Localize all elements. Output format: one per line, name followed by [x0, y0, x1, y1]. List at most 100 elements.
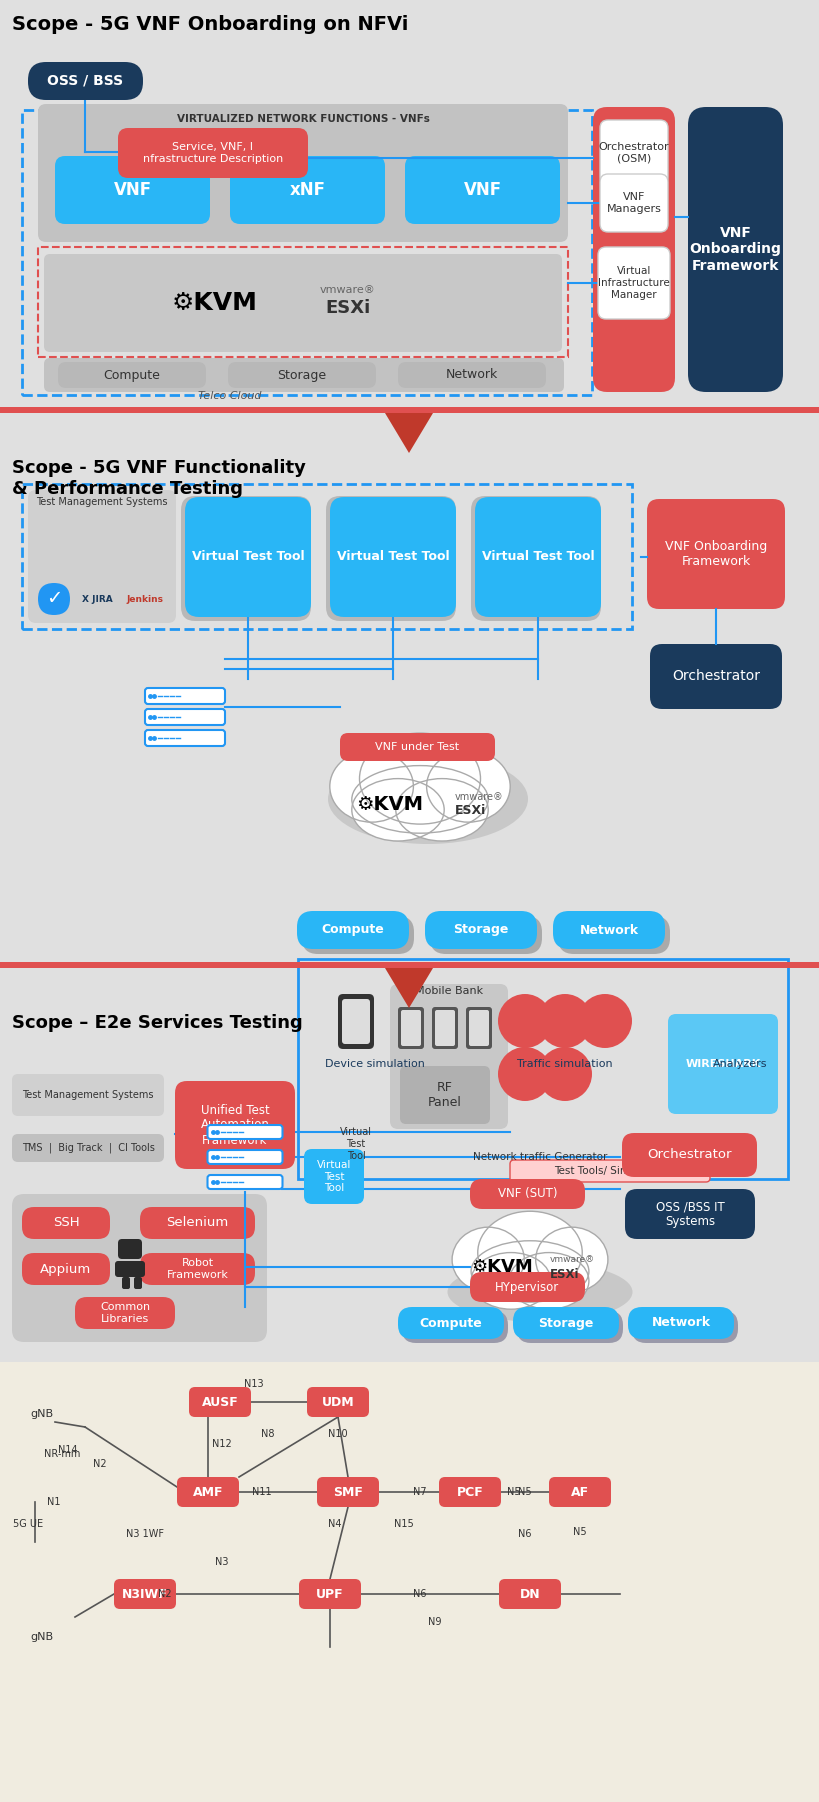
Text: TMS  |  Big Track  |  CI Tools: TMS | Big Track | CI Tools	[21, 1142, 155, 1153]
FancyBboxPatch shape	[207, 1124, 283, 1139]
Text: AMF: AMF	[192, 1485, 224, 1499]
FancyBboxPatch shape	[22, 1207, 110, 1240]
Text: N8: N8	[261, 1429, 274, 1440]
Text: Selenium: Selenium	[166, 1216, 229, 1229]
Text: vmware®: vmware®	[455, 793, 504, 802]
Ellipse shape	[396, 778, 488, 842]
FancyBboxPatch shape	[134, 1278, 142, 1288]
Bar	[0, 962, 819, 968]
Text: Network: Network	[446, 368, 498, 382]
Text: Virtual Test Tool: Virtual Test Tool	[192, 550, 305, 564]
Text: Orchestrator: Orchestrator	[672, 670, 760, 683]
Text: VNF under Test: VNF under Test	[375, 742, 459, 751]
FancyBboxPatch shape	[510, 1160, 710, 1182]
Text: gNB: gNB	[30, 1633, 53, 1642]
Text: Robot
Framework: Robot Framework	[166, 1258, 229, 1279]
Ellipse shape	[330, 751, 414, 822]
FancyBboxPatch shape	[405, 157, 560, 223]
Text: N3 1WF: N3 1WF	[126, 1530, 164, 1539]
FancyBboxPatch shape	[400, 1067, 490, 1124]
Text: Test Management Systems: Test Management Systems	[36, 497, 168, 506]
FancyBboxPatch shape	[12, 1133, 164, 1162]
FancyBboxPatch shape	[390, 984, 508, 1130]
FancyBboxPatch shape	[177, 1478, 239, 1506]
Ellipse shape	[328, 753, 528, 843]
FancyBboxPatch shape	[622, 1133, 757, 1177]
Text: Common
Libraries: Common Libraries	[100, 1303, 150, 1324]
Ellipse shape	[452, 1227, 524, 1292]
FancyBboxPatch shape	[207, 1175, 283, 1189]
Text: Storage: Storage	[453, 923, 509, 937]
FancyBboxPatch shape	[469, 1009, 489, 1045]
Text: VNF: VNF	[114, 180, 152, 198]
Text: Network: Network	[651, 1317, 711, 1330]
Text: N7: N7	[414, 1487, 427, 1497]
FancyBboxPatch shape	[432, 1007, 458, 1049]
FancyBboxPatch shape	[317, 1478, 379, 1506]
FancyBboxPatch shape	[342, 998, 370, 1043]
FancyBboxPatch shape	[553, 912, 665, 950]
Bar	[298, 959, 788, 1179]
FancyBboxPatch shape	[124, 584, 166, 614]
FancyBboxPatch shape	[435, 1009, 455, 1045]
FancyBboxPatch shape	[140, 1207, 255, 1240]
Text: N5: N5	[573, 1526, 586, 1537]
Text: Appium: Appium	[40, 1263, 92, 1276]
Text: gNB: gNB	[30, 1409, 53, 1418]
FancyBboxPatch shape	[118, 128, 308, 178]
Text: Test Tools/ Simulators: Test Tools/ Simulators	[554, 1166, 666, 1177]
Text: Network: Network	[579, 923, 639, 937]
FancyBboxPatch shape	[593, 106, 675, 393]
Text: UPF: UPF	[316, 1588, 344, 1600]
Ellipse shape	[536, 1227, 608, 1292]
FancyBboxPatch shape	[326, 496, 456, 622]
FancyBboxPatch shape	[600, 121, 668, 186]
Text: X JIRA: X JIRA	[82, 595, 112, 604]
Ellipse shape	[427, 751, 510, 822]
Circle shape	[538, 995, 592, 1049]
FancyBboxPatch shape	[118, 1240, 142, 1260]
FancyBboxPatch shape	[145, 688, 225, 705]
Text: vmware®: vmware®	[550, 1256, 595, 1265]
FancyBboxPatch shape	[28, 490, 176, 623]
Ellipse shape	[509, 1252, 589, 1310]
FancyBboxPatch shape	[647, 499, 785, 609]
Text: VIRTUALIZED NETWORK FUNCTIONS - VNFs: VIRTUALIZED NETWORK FUNCTIONS - VNFs	[177, 114, 429, 124]
Ellipse shape	[352, 766, 488, 833]
FancyBboxPatch shape	[28, 61, 143, 99]
Text: ⚙KVM: ⚙KVM	[172, 290, 258, 315]
FancyBboxPatch shape	[402, 1312, 508, 1342]
Text: DN: DN	[520, 1588, 541, 1600]
FancyBboxPatch shape	[38, 105, 568, 241]
Text: Compute: Compute	[419, 1317, 482, 1330]
Bar	[0, 1362, 819, 1802]
Text: N1: N1	[48, 1497, 61, 1506]
FancyBboxPatch shape	[189, 1388, 251, 1416]
FancyBboxPatch shape	[207, 1150, 283, 1164]
Bar	[38, 247, 568, 357]
Circle shape	[538, 1047, 592, 1101]
Text: VNF Onboarding
Framework: VNF Onboarding Framework	[665, 541, 767, 568]
FancyBboxPatch shape	[513, 1306, 619, 1339]
FancyBboxPatch shape	[398, 362, 546, 387]
Text: N9: N9	[428, 1616, 441, 1627]
Text: Service, VNF, I
nfrastructure Description: Service, VNF, I nfrastructure Descriptio…	[143, 142, 283, 164]
FancyBboxPatch shape	[499, 1579, 561, 1609]
Text: HYpervisor: HYpervisor	[495, 1281, 559, 1294]
Text: Analyzers: Analyzers	[713, 1060, 767, 1069]
Text: UDM: UDM	[322, 1395, 355, 1409]
FancyBboxPatch shape	[115, 1261, 145, 1278]
FancyBboxPatch shape	[470, 1272, 585, 1303]
Ellipse shape	[352, 778, 444, 842]
Text: OSS /BSS IT
Systems: OSS /BSS IT Systems	[656, 1200, 724, 1227]
FancyBboxPatch shape	[145, 708, 225, 724]
FancyBboxPatch shape	[76, 584, 118, 614]
FancyBboxPatch shape	[340, 733, 495, 760]
Polygon shape	[385, 413, 433, 452]
FancyBboxPatch shape	[145, 730, 225, 746]
FancyBboxPatch shape	[175, 1081, 295, 1169]
FancyBboxPatch shape	[299, 1579, 361, 1609]
Text: AF: AF	[571, 1485, 589, 1499]
FancyBboxPatch shape	[401, 1009, 421, 1045]
Text: Scope – E2e Services Testing: Scope – E2e Services Testing	[12, 1015, 303, 1033]
